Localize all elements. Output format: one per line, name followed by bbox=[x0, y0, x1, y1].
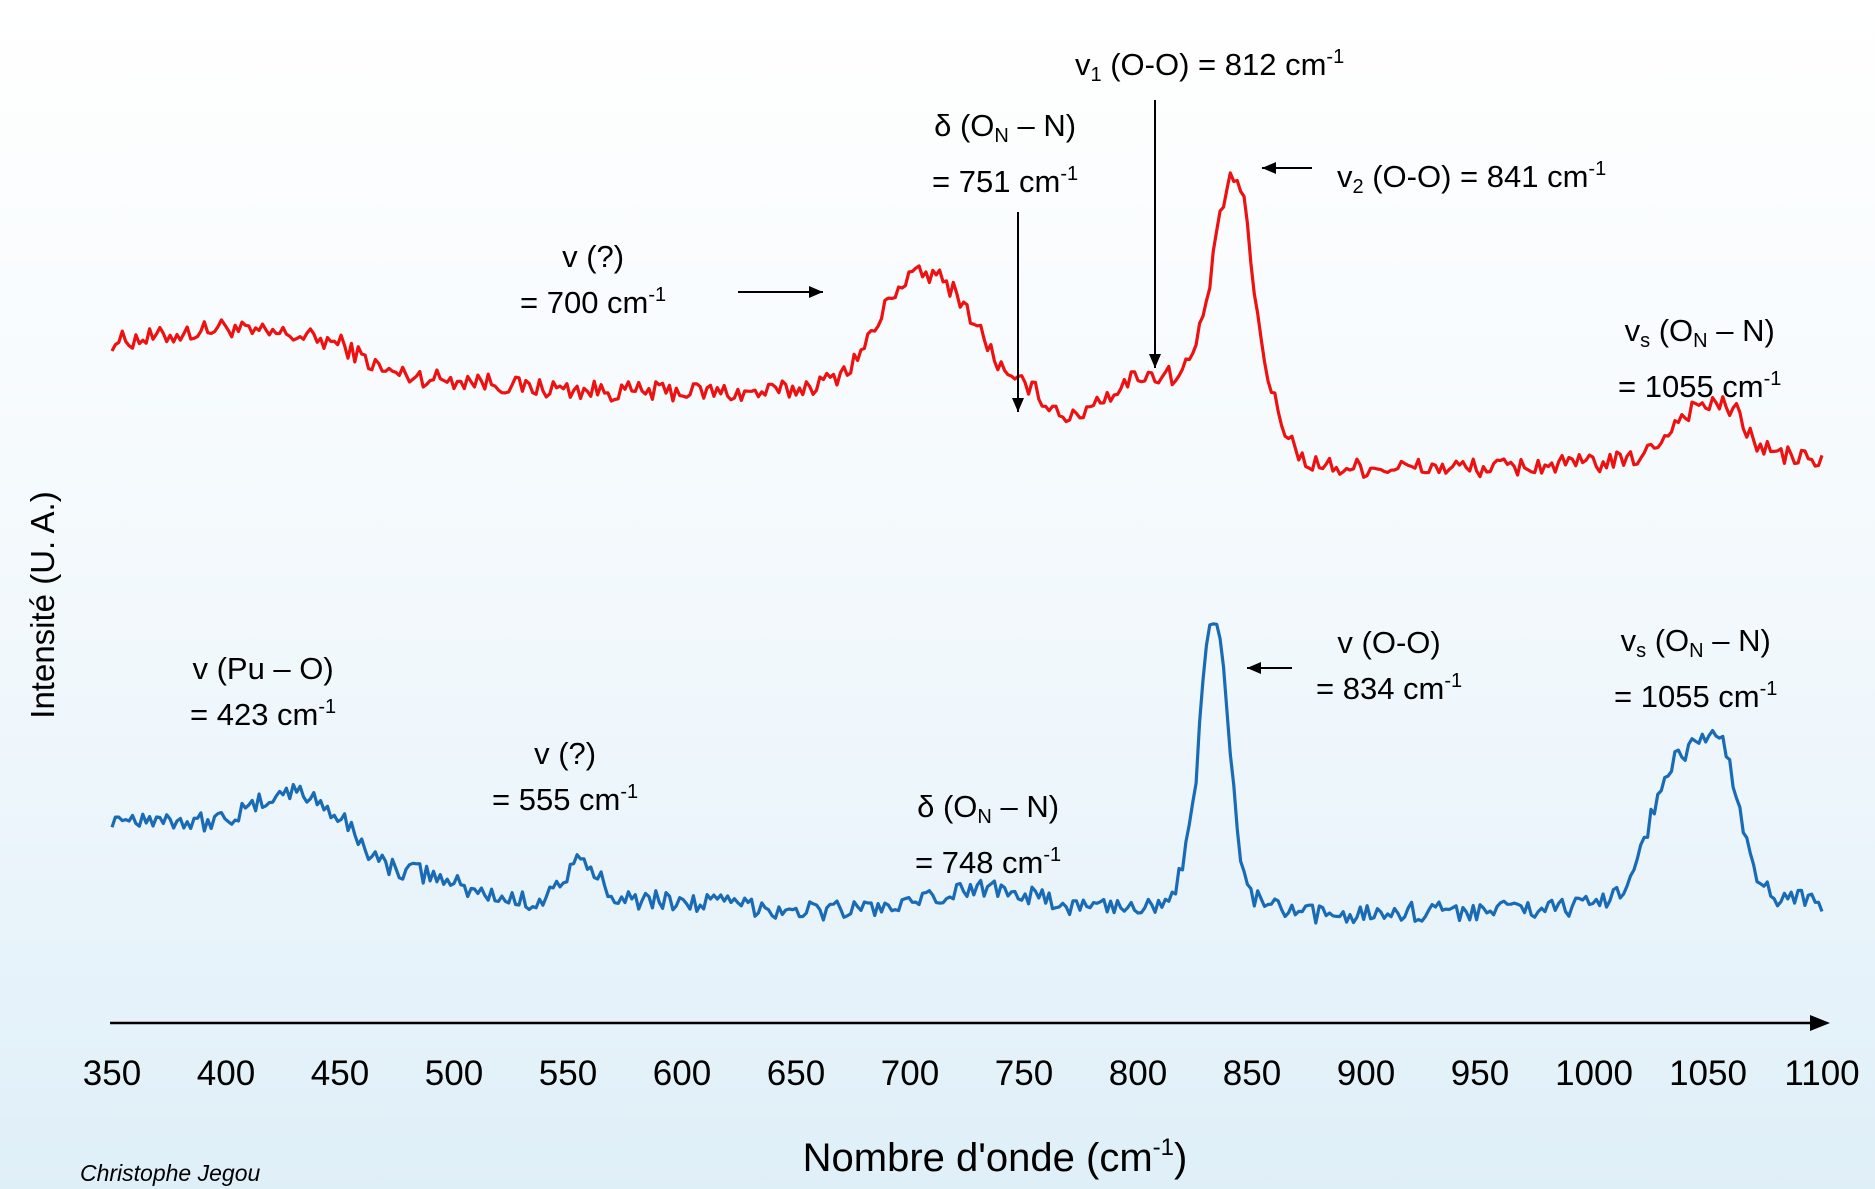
x-tick-label: 1050 bbox=[1669, 1054, 1747, 1093]
annotation-blue-oo: v (O-O) = 834 cm-1 bbox=[1316, 624, 1462, 708]
x-axis-arrowhead bbox=[1810, 1015, 1830, 1031]
arrow-834 bbox=[1247, 662, 1292, 674]
annotation-blue-delta-line1: δ (ON – N) bbox=[917, 789, 1060, 828]
annotation-red-delta-line2: = 751 cm-1 bbox=[932, 163, 1079, 199]
annotation-red-delta-line1: δ (ON – N) bbox=[934, 108, 1077, 147]
x-tick-label: 400 bbox=[197, 1054, 255, 1093]
annotation-red-v-unknown-line1: v (?) bbox=[562, 239, 625, 274]
annotation-red-v-unknown-line2: = 700 cm-1 bbox=[520, 284, 667, 320]
annotation-blue-v-unknown: v (?) = 555 cm-1 bbox=[492, 735, 638, 819]
series-layer bbox=[110, 171, 1824, 925]
annotation-red-v-unknown: v (?) = 700 cm-1 bbox=[520, 238, 666, 322]
x-tick-label: 750 bbox=[995, 1054, 1053, 1093]
annotation-blue-oo-line1: v (O-O) bbox=[1337, 625, 1441, 660]
annotation-red-vs: vs (ON – N) = 1055 cm-1 bbox=[1618, 312, 1781, 406]
annotation-arrows bbox=[738, 100, 1312, 674]
author-credit: Christophe Jegou bbox=[80, 1160, 261, 1186]
annotation-blue-delta-line2: = 748 cm-1 bbox=[915, 844, 1062, 880]
x-tick-label: 1000 bbox=[1555, 1054, 1633, 1093]
y-axis-label: Intensité (U. A.) bbox=[24, 491, 61, 719]
x-tick-label: 800 bbox=[1109, 1054, 1167, 1093]
x-tick-label: 600 bbox=[653, 1054, 711, 1093]
x-tick-label: 700 bbox=[881, 1054, 939, 1093]
x-axis-label: Nombre d'onde (cm-1) bbox=[802, 1134, 1188, 1180]
x-tick-label: 900 bbox=[1337, 1054, 1395, 1093]
x-tick-label: 500 bbox=[425, 1054, 483, 1093]
x-tick-label: 650 bbox=[767, 1054, 825, 1093]
annotation-blue-v-unknown-line2: = 555 cm-1 bbox=[492, 781, 639, 817]
arrow-841 bbox=[1262, 162, 1312, 174]
spectrum-line-1 bbox=[110, 171, 1824, 479]
x-tick-label: 350 bbox=[83, 1054, 141, 1093]
annotation-red-delta: δ (ON – N) = 751 cm-1 bbox=[932, 107, 1078, 201]
x-tick-labels: 350 400 450 500 550 600 650 700 750 800 850 900 950 1… bbox=[83, 1054, 1860, 1093]
annotation-blue-pu-o: v (Pu – O) = 423 cm-1 bbox=[190, 650, 336, 734]
annotation-blue-vs-line2: = 1055 cm-1 bbox=[1614, 678, 1778, 714]
annotation-blue-v-unknown-line1: v (?) bbox=[534, 736, 597, 771]
arrow-700 bbox=[738, 286, 823, 298]
annotation-blue-vs: vs (ON – N) = 1055 cm-1 bbox=[1614, 622, 1777, 716]
annotation-blue-vs-line1: vs (ON – N) bbox=[1620, 623, 1771, 662]
annotation-blue-delta: δ (ON – N) = 748 cm-1 bbox=[915, 788, 1061, 882]
annotation-red-vs-line1: vs (ON – N) bbox=[1624, 313, 1775, 352]
arrow-812 bbox=[1149, 100, 1161, 368]
arrow-751 bbox=[1012, 212, 1024, 412]
x-tick-label: 850 bbox=[1223, 1054, 1281, 1093]
annotation-red-v2-oo: v2 (O-O) = 841 cm-1 bbox=[1337, 158, 1607, 198]
annotation-blue-pu-o-line2: = 423 cm-1 bbox=[190, 696, 337, 732]
x-axis bbox=[110, 1015, 1830, 1031]
x-tick-label: 950 bbox=[1451, 1054, 1509, 1093]
annotation-red-vs-line2: = 1055 cm-1 bbox=[1618, 368, 1782, 404]
x-tick-label: 550 bbox=[539, 1054, 597, 1093]
x-tick-label: 1100 bbox=[1784, 1054, 1859, 1093]
annotation-blue-oo-line2: = 834 cm-1 bbox=[1316, 670, 1463, 706]
x-tick-label: 450 bbox=[311, 1054, 369, 1093]
annotation-red-v1-oo: v1 (O-O) = 812 cm-1 bbox=[1075, 46, 1345, 86]
spectrum-line-2 bbox=[110, 622, 1824, 925]
annotation-blue-pu-o-line1: v (Pu – O) bbox=[192, 651, 334, 686]
